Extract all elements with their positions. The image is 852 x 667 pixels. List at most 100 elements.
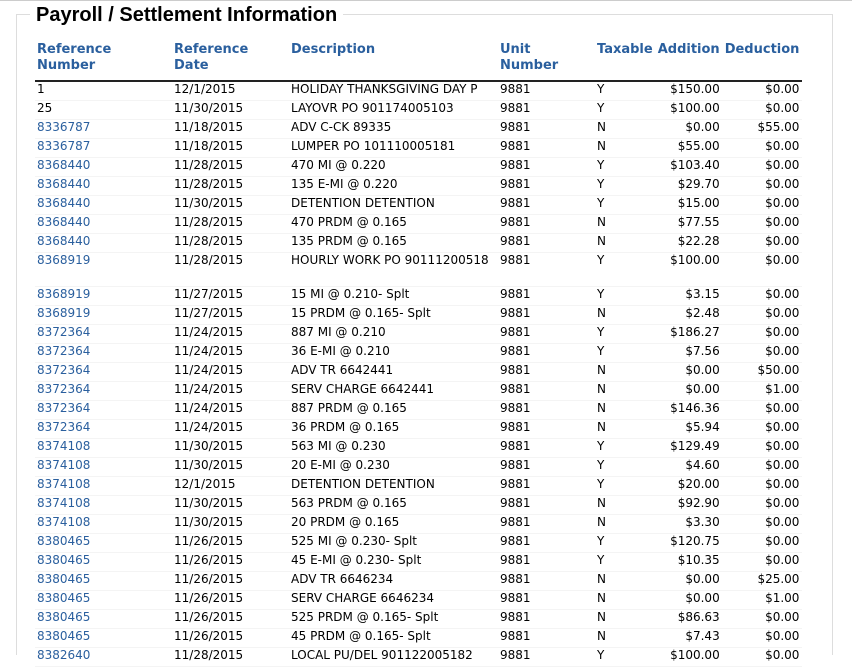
deduction-cell: $0.00: [722, 476, 803, 496]
col-addition: Addition: [655, 42, 723, 82]
deduction-cell: $50.00: [722, 362, 803, 382]
addition-cell: $150.00: [655, 81, 723, 101]
ref-number-cell[interactable]: 8372364: [35, 343, 172, 363]
table-row: 8336787 11/18/2015 LUMPER PO 101110005181 9…: [35, 138, 803, 158]
ref-number-cell[interactable]: 8372364: [35, 419, 172, 439]
taxable-cell: N: [595, 609, 656, 629]
addition-cell: $2.48: [655, 305, 723, 325]
taxable-cell: N: [595, 138, 656, 158]
description-cell: DETENTION DETENTION: [289, 476, 498, 496]
ref-number-cell[interactable]: 8374108: [35, 476, 172, 496]
description-cell: 15 MI @ 0.210- Splt: [289, 286, 498, 306]
table-row: 8368440 11/28/2015 135 PRDM @ 0.165 9881 N $2…: [35, 233, 803, 253]
table-row: 8372364 11/24/2015 36 PRDM @ 0.165 9881 N $5.…: [35, 419, 803, 439]
unit-number-cell: 9881: [498, 214, 595, 234]
ref-date-cell: 11/28/2015: [172, 176, 289, 196]
unit-number-cell: 9881: [498, 305, 595, 325]
description-cell: LOCAL PU/DEL 901122005182: [289, 647, 498, 667]
addition-cell: $129.49: [655, 438, 723, 458]
ref-number-cell[interactable]: 8372364: [35, 324, 172, 344]
taxable-cell: N: [595, 119, 656, 139]
ref-number-cell[interactable]: 8374108: [35, 514, 172, 534]
ref-number-cell[interactable]: 8368440: [35, 214, 172, 234]
taxable-cell: Y: [595, 176, 656, 196]
ref-number-cell[interactable]: 8372364: [35, 400, 172, 420]
taxable-cell: Y: [595, 533, 656, 553]
ref-number-cell[interactable]: 8368440: [35, 233, 172, 253]
ref-number-cell[interactable]: 8336787: [35, 119, 172, 139]
col-reference-date: Reference Date: [172, 42, 289, 82]
ref-date-cell: 11/24/2015: [172, 343, 289, 363]
deduction-cell: $0.00: [722, 438, 803, 458]
ref-number-cell[interactable]: 8368919: [35, 305, 172, 325]
ref-number-cell[interactable]: 8336787: [35, 138, 172, 158]
table-row: 8380465 11/26/2015 525 PRDM @ 0.165- Splt 9…: [35, 609, 803, 629]
ref-number-cell: 1: [35, 81, 172, 101]
table-row: 8372364 11/24/2015 887 MI @ 0.210 9881 Y $186…: [35, 324, 803, 344]
taxable-cell: N: [595, 590, 656, 610]
ref-date-cell: 11/26/2015: [172, 628, 289, 648]
ref-number-cell[interactable]: 8380465: [35, 533, 172, 553]
settlement-table: Reference Number Reference Date Descriptio…: [35, 42, 803, 667]
unit-number-cell: 9881: [498, 628, 595, 648]
ref-number-cell[interactable]: 8380465: [35, 628, 172, 648]
ref-number-cell[interactable]: 8374108: [35, 495, 172, 515]
ref-number-cell[interactable]: 8374108: [35, 457, 172, 477]
ref-number-cell[interactable]: 8380465: [35, 552, 172, 572]
table-row: 8382640 11/28/2015 LOCAL PU/DEL 9011220051…: [35, 647, 803, 667]
ref-number-cell[interactable]: 8368919: [35, 252, 172, 287]
ref-number-cell[interactable]: 8368919: [35, 286, 172, 306]
ref-date-cell: 11/30/2015: [172, 195, 289, 215]
addition-cell: $0.00: [655, 571, 723, 591]
addition-cell: $5.94: [655, 419, 723, 439]
description-cell: SERV CHARGE 6642441: [289, 381, 498, 401]
ref-date-cell: 11/24/2015: [172, 400, 289, 420]
table-row: 8374108 11/30/2015 563 MI @ 0.230 9881 Y $129…: [35, 438, 803, 458]
ref-number-cell[interactable]: 8380465: [35, 571, 172, 591]
deduction-cell: $0.00: [722, 552, 803, 572]
ref-date-cell: 11/26/2015: [172, 571, 289, 591]
description-cell: 36 E-MI @ 0.210: [289, 343, 498, 363]
ref-number-cell[interactable]: 8368440: [35, 195, 172, 215]
col-description: Description: [289, 42, 498, 82]
ref-number-cell[interactable]: 8368440: [35, 176, 172, 196]
table-row: 8368919 11/27/2015 15 MI @ 0.210- Splt 9881…: [35, 286, 803, 306]
unit-number-cell: 9881: [498, 495, 595, 515]
ref-number-cell[interactable]: 8380465: [35, 590, 172, 610]
ref-date-cell: 11/30/2015: [172, 438, 289, 458]
unit-number-cell: 9881: [498, 100, 595, 120]
description-cell: 887 MI @ 0.210: [289, 324, 498, 344]
unit-number-cell: 9881: [498, 419, 595, 439]
ref-number-cell[interactable]: 8372364: [35, 381, 172, 401]
unit-number-cell: 9881: [498, 552, 595, 572]
unit-number-cell: 9881: [498, 647, 595, 667]
unit-number-cell: 9881: [498, 176, 595, 196]
taxable-cell: Y: [595, 286, 656, 306]
ref-number-cell[interactable]: 8382640: [35, 647, 172, 667]
description-cell: 15 PRDM @ 0.165- Splt: [289, 305, 498, 325]
description-cell: HOLIDAY THANKSGIVING DAY P: [289, 81, 498, 101]
table-row: 8380465 11/26/2015 45 PRDM @ 0.165- Splt 98…: [35, 628, 803, 648]
ref-date-cell: 12/1/2015: [172, 476, 289, 496]
taxable-cell: Y: [595, 252, 656, 287]
ref-number-cell[interactable]: 8368440: [35, 157, 172, 177]
taxable-cell: Y: [595, 476, 656, 496]
table-row: 8380465 11/26/2015 ADV TR 6646234 9881 N $0.0…: [35, 571, 803, 591]
deduction-cell: $1.00: [722, 590, 803, 610]
description-cell: 887 PRDM @ 0.165: [289, 400, 498, 420]
top-divider: [0, 0, 852, 1]
ref-date-cell: 11/27/2015: [172, 286, 289, 306]
deduction-cell: $0.00: [722, 514, 803, 534]
ref-date-cell: 11/30/2015: [172, 495, 289, 515]
deduction-cell: $0.00: [722, 609, 803, 629]
description-cell: LUMPER PO 101110005181: [289, 138, 498, 158]
ref-number-cell[interactable]: 8372364: [35, 362, 172, 382]
ref-number-cell[interactable]: 8374108: [35, 438, 172, 458]
ref-number-cell[interactable]: 8380465: [35, 609, 172, 629]
addition-cell: $100.00: [655, 647, 723, 667]
description-cell: 135 PRDM @ 0.165: [289, 233, 498, 253]
unit-number-cell: 9881: [498, 381, 595, 401]
taxable-cell: Y: [595, 195, 656, 215]
deduction-cell: $0.00: [722, 214, 803, 234]
table-row: 8368919 11/28/2015 HOURLY WORK PO 90111200…: [35, 252, 803, 287]
